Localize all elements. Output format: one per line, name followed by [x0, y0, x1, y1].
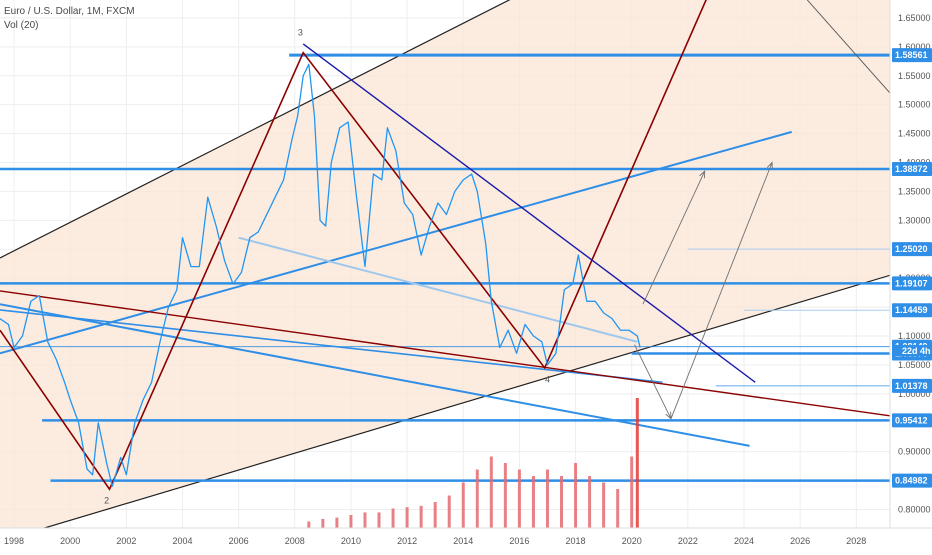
volume-bar [531, 476, 535, 528]
countdown-label: 22d 4h [902, 346, 931, 356]
price-tag [892, 162, 932, 177]
volume-bar [335, 517, 339, 528]
volume-bar [574, 463, 578, 528]
elliott-wave-lines [0, 0, 707, 491]
volume-bar [602, 482, 606, 528]
price-tag [892, 303, 932, 318]
projection-arrow [642, 170, 706, 305]
arrowhead [665, 411, 672, 420]
x-tick-label: 2018 [566, 536, 586, 546]
y-tick-label: 1.65000 [898, 13, 931, 23]
volume-bar [588, 476, 592, 528]
red-long-diagonal [0, 290, 891, 417]
y-tick-label: 1.50000 [898, 100, 931, 110]
price-series-line [0, 63, 641, 488]
x-tick-label: 2022 [678, 536, 698, 546]
y-tick-label: 1.05000 [898, 360, 931, 370]
wave-label: 2 [104, 496, 109, 506]
y-tick-label: 1.10000 [898, 331, 931, 341]
volume-bar [419, 505, 423, 528]
y-tick-label: 0.90000 [898, 447, 931, 457]
chart-title: Euro / U.S. Dollar, 1M, FXCM [4, 6, 135, 17]
volume-bar [517, 469, 521, 528]
volume-bar [349, 515, 353, 528]
price-tag-label: 1.58561 [895, 50, 928, 60]
channel-shading [0, 0, 890, 542]
price-tag-label: 0.84982 [895, 476, 928, 486]
projection-arrow [670, 162, 773, 419]
countdown-tag [892, 345, 932, 357]
blue-trendline-lower [0, 309, 663, 384]
x-tick-label: 2024 [734, 536, 754, 546]
arrowhead [699, 170, 706, 179]
volume-bar [433, 502, 437, 528]
y-tick-label: 1.35000 [898, 186, 931, 196]
y-tick-label: 1.00000 [898, 389, 931, 399]
x-tick-label: 2028 [846, 536, 866, 546]
x-tick-label: 2004 [172, 536, 192, 546]
x-tick-label: 2002 [116, 536, 136, 546]
time-axis-panel [0, 528, 932, 550]
y-tick-label: 1.60000 [898, 42, 931, 52]
x-tick-label: 2012 [397, 536, 417, 546]
volume-bar [545, 469, 549, 528]
volume-bar [307, 521, 311, 528]
blue-trendline-upper [0, 303, 750, 447]
volume-bar [503, 463, 507, 528]
blue-trendline-rising [0, 130, 793, 355]
price-tag [892, 48, 932, 63]
x-tick-label: 2010 [341, 536, 361, 546]
x-tick-label: 2016 [509, 536, 529, 546]
volume-bar [377, 512, 381, 528]
wave-label: 3 [298, 27, 303, 37]
volume-bar [475, 469, 479, 528]
navy-descending-line [302, 43, 756, 383]
volume-indicator-label: Vol (20) [4, 20, 39, 31]
channel-lower-line [0, 274, 891, 542]
y-tick-label: 1.30000 [898, 215, 931, 225]
x-tick-label: 2006 [229, 536, 249, 546]
channel-upper-line [0, 0, 511, 259]
arrowhead [766, 161, 773, 170]
volume-bar [391, 508, 395, 528]
volume-bar [321, 518, 325, 528]
volume-bar [635, 398, 639, 528]
volume-bar [363, 512, 367, 528]
volume-bar [447, 495, 451, 528]
x-tick-label: 2008 [285, 536, 305, 546]
volume-bar [489, 456, 493, 528]
y-tick-label: 1.55000 [898, 71, 931, 81]
wave-label: 4 [545, 374, 550, 384]
volume-bar [560, 476, 564, 528]
projection-arrow [634, 344, 672, 419]
price-tag [892, 276, 932, 291]
price-tag-label: 0.95412 [895, 415, 928, 425]
price-tag-label: 1.19107 [895, 278, 928, 288]
price-tag [892, 413, 932, 428]
x-tick-label: 2026 [790, 536, 810, 546]
gray-diagonal-line [806, 0, 891, 94]
y-tick-label: 1.45000 [898, 129, 931, 139]
volume-bar [461, 482, 465, 528]
volume-bar [405, 507, 409, 528]
x-tick-label: 2000 [60, 536, 80, 546]
price-tag [892, 473, 932, 488]
price-tag-label: 1.14459 [895, 305, 928, 315]
light-blue-midline [238, 236, 638, 343]
price-tag-label: 1.01378 [895, 381, 928, 391]
x-tick-label: 2020 [622, 536, 642, 546]
volume-bar [630, 456, 634, 528]
price-tag-label: 1.38872 [895, 164, 928, 174]
x-tick-label: 1998 [4, 536, 24, 546]
price-tag-label: 1.25020 [895, 244, 928, 254]
x-tick-label: 2014 [453, 536, 473, 546]
price-axis-panel [890, 0, 932, 550]
y-tick-label: 0.80000 [898, 504, 931, 514]
price-tag [892, 242, 932, 257]
volume-bar [616, 489, 620, 528]
price-tag [892, 378, 932, 393]
